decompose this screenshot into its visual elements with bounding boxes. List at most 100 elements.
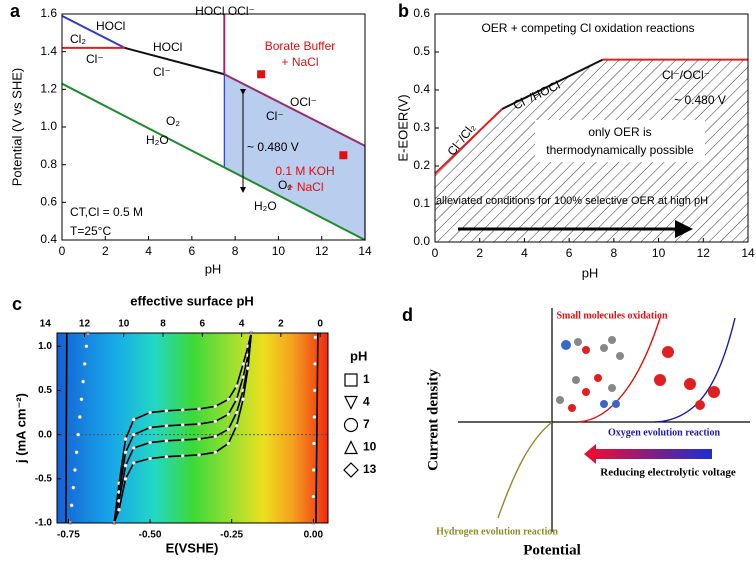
data-point <box>241 361 246 366</box>
y-tick-label: 0.4 <box>40 232 57 246</box>
x-tick-label: 6 <box>189 244 196 258</box>
x-axis-label: Potential <box>523 542 581 558</box>
data-point <box>311 468 316 472</box>
annotation: H₂O <box>146 133 169 147</box>
x2-tick-label: 2 <box>278 319 284 330</box>
data-point <box>123 450 128 455</box>
y-tick-label: 0.6 <box>40 195 57 209</box>
y-axis-label: Potential (V vs SHE) <box>9 68 24 187</box>
annotation: alleviated conditions for 100% selective… <box>436 195 708 207</box>
data-point <box>148 410 153 415</box>
data-point <box>197 407 201 411</box>
legend-label: 1 <box>363 372 370 386</box>
data-point <box>312 388 317 393</box>
y-tick-label: 1.0 <box>38 341 52 352</box>
x-tick-label: 6 <box>566 246 573 260</box>
x-tick-label: 4 <box>521 246 528 260</box>
legend-label: 4 <box>363 395 370 409</box>
data-point <box>213 434 218 439</box>
x-tick-label: 0 <box>432 246 439 260</box>
y-tick-label: 0.0 <box>413 234 430 248</box>
y-tick-label: -0.5 <box>35 473 53 484</box>
annotation: + NaCl <box>281 55 318 69</box>
data-point <box>180 422 185 427</box>
legend-title: pH <box>350 348 367 363</box>
x-tick-label: 14 <box>358 244 372 258</box>
y-tick-label: 0.2 <box>413 158 430 172</box>
x-axis-label: pH <box>205 261 222 276</box>
y-tick-label: 0.8 <box>40 157 57 171</box>
legend-symbol <box>344 373 358 387</box>
legend-label: 7 <box>363 417 370 431</box>
panel-label: b <box>398 1 409 21</box>
annotation: Cl⁻ <box>153 65 171 79</box>
x-tick-label: -0.25 <box>220 530 243 541</box>
data-point <box>197 437 201 441</box>
data-point <box>148 456 153 461</box>
legend-symbol <box>344 395 358 410</box>
annotation: HOCl <box>96 19 125 33</box>
y-tick-label: 1.6 <box>40 6 57 20</box>
oxidation-curve <box>577 317 661 423</box>
legend-symbol <box>344 440 358 455</box>
annotation: Borate Buffer <box>265 39 336 53</box>
y-tick-label: 1.2 <box>40 82 57 96</box>
data-point <box>311 494 316 499</box>
y-axis-label: j (mA cm⁻²) <box>13 393 28 464</box>
x2-tick-label: 0 <box>317 319 323 330</box>
x-axis-label: E(VSHE) <box>166 540 219 555</box>
annotation: OCl⁻ <box>290 95 317 109</box>
x-axis-label: pH <box>582 265 599 280</box>
x-tick-label: 2 <box>476 246 483 260</box>
data-point <box>131 417 136 422</box>
data-point <box>76 432 81 437</box>
y-tick-label: 1.4 <box>40 44 57 58</box>
series-line <box>113 332 253 524</box>
x-tick-label: 2 <box>102 244 109 258</box>
data-point <box>131 445 136 450</box>
data-point <box>312 361 317 366</box>
y-tick-label: 0.5 <box>38 385 52 396</box>
molecules <box>556 336 720 412</box>
data-point <box>164 423 169 428</box>
data-point <box>339 151 348 160</box>
data-point <box>246 366 250 371</box>
y-tick-label: 0.1 <box>413 196 430 210</box>
data-point <box>73 468 77 472</box>
data-point <box>226 441 231 446</box>
series-line <box>223 73 366 147</box>
x2-tick-label: 4 <box>239 319 245 330</box>
data-point <box>234 397 239 402</box>
annotation: only OER is <box>588 125 651 139</box>
series-line <box>61 14 126 49</box>
annotation: Small molecules oxidation <box>556 310 668 321</box>
x-tick-label: 10 <box>272 244 286 258</box>
panel-label: a <box>10 1 21 21</box>
data-point <box>71 485 76 490</box>
background-gradient <box>57 333 328 523</box>
series-line <box>65 332 68 524</box>
data-point <box>197 453 201 457</box>
series-line <box>61 82 366 241</box>
annotation: CT,Cl = 0.5 M <box>70 205 143 219</box>
data-point <box>74 450 79 455</box>
data-point <box>234 423 239 428</box>
y-tick-label: 0.3 <box>413 120 430 134</box>
x-tick-label: 4 <box>145 244 152 258</box>
annotation: HOCl OCl⁻ <box>195 4 255 18</box>
y-tick-label: 1.0 <box>40 119 57 133</box>
y-tick-label: 0.5 <box>413 44 430 58</box>
data-point <box>79 397 84 402</box>
panel-label: d <box>402 305 413 325</box>
annotation: H₂O <box>254 199 277 213</box>
x2-tick-label: 8 <box>160 319 166 330</box>
data-point <box>241 397 246 402</box>
series-line <box>113 332 253 524</box>
x-tick-label: 0.00 <box>304 530 324 541</box>
y-tick-label: -1.0 <box>35 518 53 529</box>
series-line <box>113 332 253 524</box>
legend-label: 13 <box>363 462 377 476</box>
series-line <box>124 46 225 76</box>
x2-tick-label: 14 <box>40 319 52 330</box>
